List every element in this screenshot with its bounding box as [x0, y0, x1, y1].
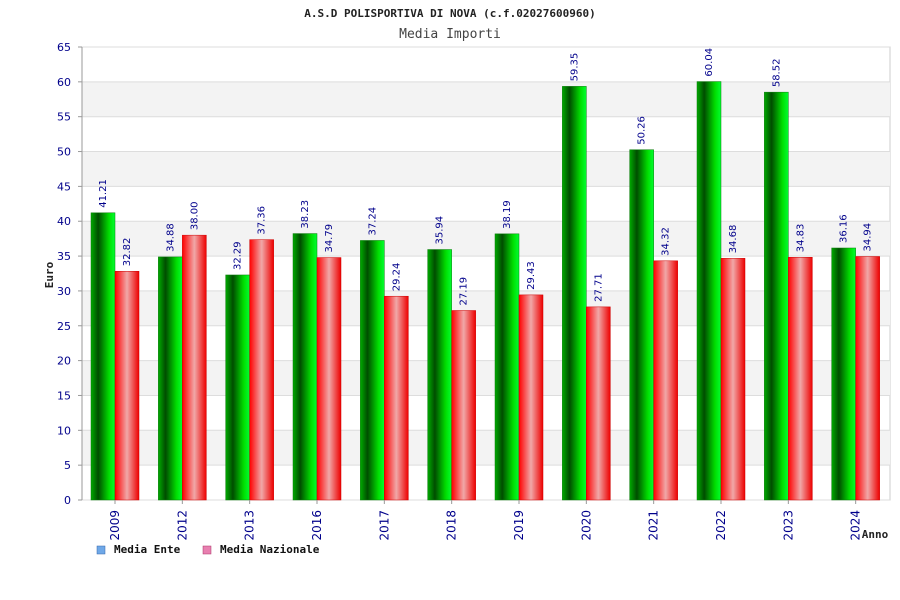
bar-media-nazionale [316, 257, 342, 501]
chart-subtitle: Media Importi [399, 27, 501, 42]
data-label: 29.24 [391, 263, 402, 292]
x-tick-label: 2012 [175, 510, 189, 541]
data-label: 36.16 [839, 214, 850, 243]
bar-media-ente [494, 233, 520, 501]
bar-media-nazionale [249, 239, 274, 501]
legend-swatch-ente [96, 545, 106, 555]
y-tick-label: 15 [57, 389, 71, 402]
y-tick-label: 55 [57, 111, 71, 124]
y-tick-label: 25 [57, 320, 71, 333]
y-tick-label: 60 [57, 76, 71, 89]
y-tick-label: 65 [57, 41, 71, 54]
grid-band [82, 221, 890, 257]
y-axis-label: Euro [43, 261, 56, 288]
bar-media-ente [158, 256, 183, 501]
y-tick-label: 5 [64, 459, 71, 472]
y-tick-label: 20 [57, 355, 71, 368]
bar-media-ente [831, 247, 856, 501]
grid-band [82, 360, 890, 396]
data-label: 59.35 [569, 53, 580, 82]
x-tick-label: 2023 [781, 510, 795, 541]
bar-media-nazionale [518, 294, 544, 501]
data-label: 37.36 [257, 206, 268, 235]
bar-media-ente [764, 91, 789, 501]
data-label: 60.04 [704, 48, 715, 77]
data-label: 38.19 [502, 200, 513, 229]
grid-band [82, 290, 890, 326]
data-label: 50.26 [637, 116, 648, 145]
y-tick-label: 10 [57, 424, 71, 437]
grid-band [82, 430, 890, 466]
legend-label-nazionale: Media Nazionale [220, 543, 320, 556]
x-tick-label: 2013 [243, 510, 257, 541]
data-label: 34.32 [661, 227, 672, 256]
bar-media-nazionale [855, 256, 880, 501]
x-tick-label: 2009 [108, 510, 122, 541]
bar-media-ente [360, 240, 385, 501]
y-tick-label: 50 [57, 146, 71, 159]
bar-media-nazionale [384, 295, 409, 501]
bar-media-nazionale [451, 310, 476, 501]
data-label: 34.88 [165, 223, 176, 252]
grid-band [82, 151, 890, 187]
data-label: 34.68 [728, 225, 739, 254]
data-label: 38.23 [300, 200, 311, 229]
bar-media-nazionale [586, 306, 611, 501]
y-tick-label: 40 [57, 215, 71, 228]
bar-media-nazionale [182, 234, 207, 501]
x-tick-label: 2019 [512, 510, 526, 541]
legend-swatch-nazionale [202, 545, 212, 555]
data-label: 38.00 [189, 202, 200, 231]
data-label: 37.24 [367, 207, 378, 236]
data-label: 29.43 [526, 261, 537, 290]
chart-title: A.S.D POLISPORTIVA DI NOVA (c.f.02027600… [304, 7, 595, 20]
x-tick-label: 2017 [377, 510, 391, 541]
data-label: 27.71 [593, 273, 604, 302]
y-tick-label: 0 [64, 494, 71, 507]
bar-media-ente [562, 86, 587, 501]
plot-area [81, 46, 891, 501]
y-tick-label: 45 [57, 180, 71, 193]
bar-media-ente [427, 249, 452, 501]
x-tick-label: 2016 [310, 510, 324, 541]
data-label: 34.83 [795, 224, 806, 253]
bar-media-ente [90, 212, 116, 501]
data-label: 32.82 [122, 238, 133, 267]
x-tick-label: 2021 [647, 510, 661, 541]
data-label: 34.94 [863, 223, 874, 252]
data-label: 35.94 [435, 216, 446, 245]
data-label: 27.19 [459, 277, 470, 306]
data-label: 34.79 [324, 224, 335, 253]
legend: Media Ente Media Nazionale [96, 543, 320, 556]
bar-media-ente [225, 274, 250, 501]
grid-band [82, 81, 890, 117]
data-label: 32.29 [233, 241, 244, 270]
bar-media-ente [292, 233, 318, 501]
bar-media-nazionale [653, 260, 678, 501]
x-tick-label: 2024 [849, 510, 863, 541]
x-axis-label: Anno [862, 528, 889, 541]
y-tick-label: 30 [57, 285, 71, 298]
bar-media-ente [629, 149, 654, 501]
bar-media-ente [696, 81, 722, 501]
x-tick-label: 2020 [579, 510, 593, 541]
data-label: 41.21 [98, 179, 109, 208]
bar-media-nazionale [114, 271, 140, 501]
x-tick-label: 2018 [445, 510, 459, 541]
bar-media-nazionale [720, 258, 746, 501]
y-tick-label: 35 [57, 250, 71, 263]
bar-media-nazionale [788, 257, 813, 501]
x-tick-label: 2022 [714, 510, 728, 541]
legend-label-ente: Media Ente [114, 543, 181, 556]
data-label: 58.52 [771, 59, 782, 88]
